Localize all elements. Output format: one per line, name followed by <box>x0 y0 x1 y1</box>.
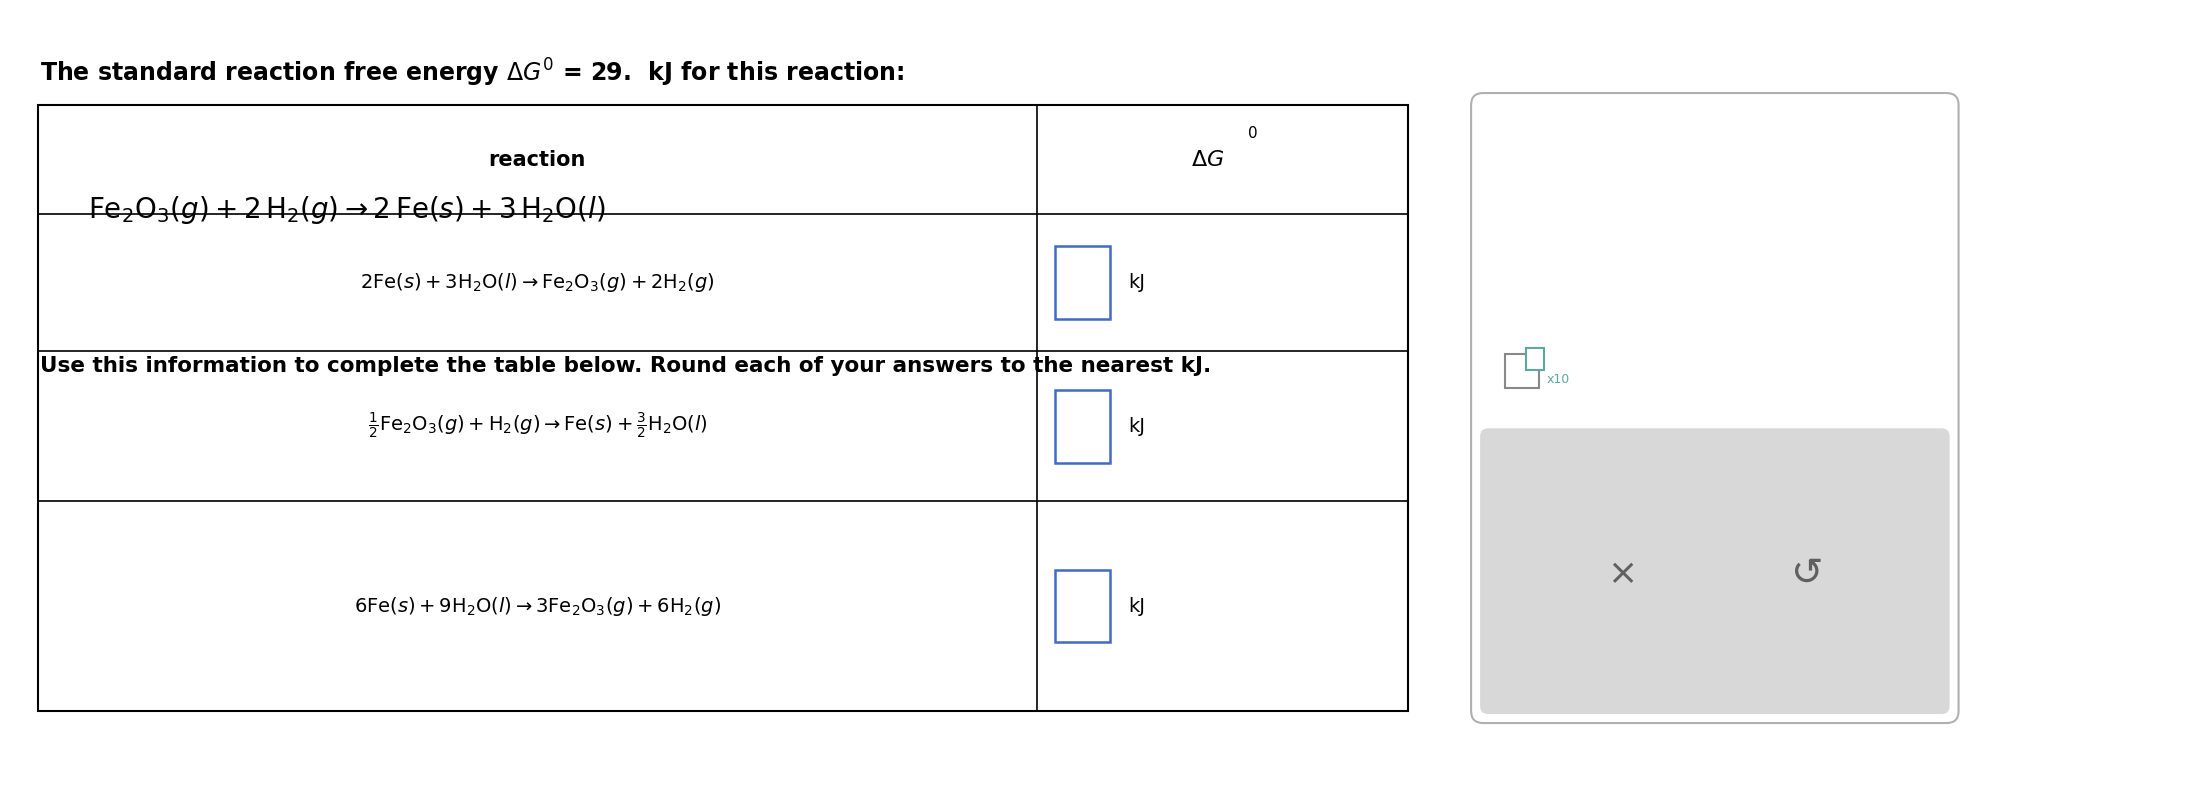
Text: Use this information to complete the table below. Round each of your answers to : Use this information to complete the tab… <box>40 356 1212 376</box>
Text: kJ: kJ <box>1128 273 1145 292</box>
Text: x10: x10 <box>1547 373 1571 386</box>
FancyBboxPatch shape <box>1472 93 1958 723</box>
Text: reaction: reaction <box>488 149 587 170</box>
Text: $\mathrm{Fe_2O_3}(\mathit{g}) + 2\,\mathrm{H_2}(\mathit{g})\rightarrow2\,\mathrm: $\mathrm{Fe_2O_3}(\mathit{g}) + 2\,\math… <box>88 194 605 226</box>
Bar <box>1525 347 1545 369</box>
Text: ↺: ↺ <box>1792 554 1823 593</box>
FancyBboxPatch shape <box>1481 428 1949 714</box>
Bar <box>1505 355 1538 389</box>
Text: $6\mathrm{Fe}(\mathit{s}) + 9\mathrm{H_2O}(\mathit{l})\rightarrow 3\mathrm{Fe_2O: $6\mathrm{Fe}(\mathit{s}) + 9\mathrm{H_2… <box>353 595 722 617</box>
Text: ×: × <box>1607 557 1638 591</box>
Text: 0: 0 <box>1247 126 1258 141</box>
Text: The standard reaction free energy $\Delta G^{0}$ = 29.  kJ for this reaction:: The standard reaction free energy $\Delt… <box>40 57 905 89</box>
Text: $\Delta G$: $\Delta G$ <box>1192 149 1225 170</box>
Bar <box>1055 390 1110 462</box>
Text: kJ: kJ <box>1128 596 1145 616</box>
Text: $2\mathrm{Fe}(\mathit{s}) + 3\mathrm{H_2O}(\mathit{l})\rightarrow \mathrm{Fe_2O_: $2\mathrm{Fe}(\mathit{s}) + 3\mathrm{H_2… <box>360 271 715 294</box>
Text: kJ: kJ <box>1128 417 1145 436</box>
Bar <box>1055 570 1110 642</box>
Text: $\frac{1}{2}\mathrm{Fe_2O_3}(\mathit{g}) + \mathrm{H_2}(\mathit{g})\rightarrow \: $\frac{1}{2}\mathrm{Fe_2O_3}(\mathit{g})… <box>369 411 706 441</box>
Bar <box>38 105 1408 711</box>
Bar <box>1055 246 1110 319</box>
